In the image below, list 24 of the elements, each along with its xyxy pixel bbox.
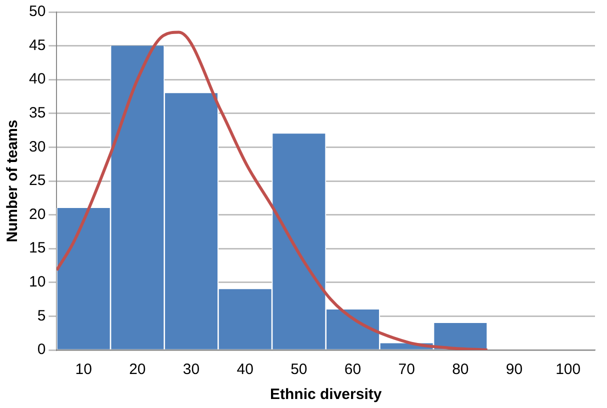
x-tick-label: 40 — [236, 361, 254, 378]
y-tick-label: 35 — [28, 104, 46, 122]
y-tick-label: 45 — [28, 36, 46, 54]
x-tick-label: 50 — [290, 361, 308, 378]
x-axis-title: Ethnic diversity — [270, 386, 382, 404]
y-tick-label: 5 — [37, 307, 46, 324]
y-tick-label: 10 — [28, 274, 46, 291]
y-axis-title: Number of teams — [4, 120, 22, 242]
x-tick-label: 10 — [75, 361, 92, 378]
y-tick-label: 50 — [28, 3, 46, 20]
y-tick-label: 40 — [28, 70, 46, 88]
y-tick-label: 30 — [28, 138, 46, 156]
x-tick-label: 90 — [506, 361, 523, 378]
x-tick-label: 80 — [452, 361, 469, 378]
y-tick-label: 20 — [28, 206, 46, 223]
x-tick-label: 30 — [182, 361, 200, 378]
y-tick-label: 15 — [28, 240, 46, 257]
x-tick-label: 70 — [398, 361, 415, 378]
y-tick-label: 0 — [37, 341, 46, 358]
x-tick-label: 60 — [344, 361, 362, 378]
line-series — [56, 30, 489, 350]
x-tick-label: 20 — [129, 361, 146, 378]
x-tick-label: 100 — [556, 361, 581, 378]
y-tick-label: 25 — [28, 172, 46, 190]
